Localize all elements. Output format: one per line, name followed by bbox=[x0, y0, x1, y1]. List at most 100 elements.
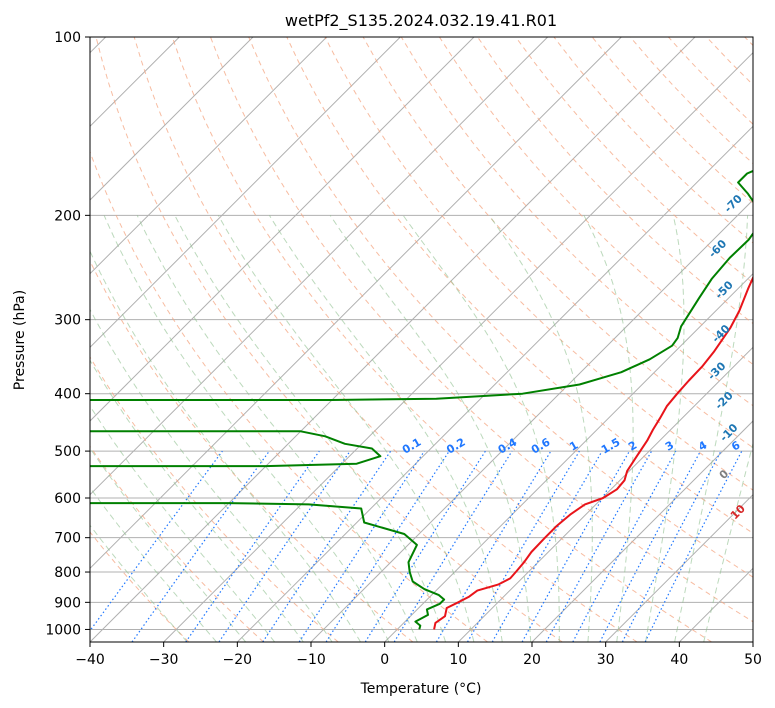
mixing-ratio-line bbox=[298, 450, 425, 642]
y-tick-label: 1000 bbox=[45, 622, 81, 638]
y-tick-label: 800 bbox=[54, 565, 81, 581]
y-tick-label: 400 bbox=[54, 387, 81, 403]
dry-adiabat bbox=[744, 37, 753, 47]
moist-adiabat bbox=[103, 215, 390, 642]
x-tick-label: 50 bbox=[744, 652, 762, 668]
isotherm-line bbox=[90, 37, 328, 275]
x-tick-label: 30 bbox=[597, 652, 615, 668]
isotherm-line bbox=[90, 37, 401, 349]
mixing-ratio-label: 8 bbox=[759, 439, 772, 454]
mixing-ratio-label: 1.5 bbox=[599, 436, 622, 457]
moist-adiabat-label: 30 bbox=[768, 558, 775, 578]
isotherm-line bbox=[236, 125, 753, 642]
plot-frame bbox=[89, 36, 754, 643]
mixing-ratio-line bbox=[644, 450, 743, 642]
mixing-ratio-line bbox=[325, 450, 450, 642]
mixing-ratio-layer bbox=[90, 450, 743, 642]
x-tick-label: 10 bbox=[449, 652, 467, 668]
isotherm-line bbox=[90, 37, 696, 642]
moist-adiabat bbox=[583, 215, 634, 642]
mixing-ratio-line bbox=[521, 450, 631, 642]
y-tick-label: 300 bbox=[54, 313, 81, 329]
mixing-ratio-line bbox=[599, 450, 702, 642]
mixing-ratio-line bbox=[262, 450, 392, 642]
y-tick-label: 200 bbox=[54, 208, 81, 224]
moist-adiabat bbox=[174, 215, 447, 642]
isotherm-line bbox=[457, 346, 753, 642]
mixing-ratio-label: 0.4 bbox=[496, 435, 520, 456]
mixing-ratio-line bbox=[185, 450, 320, 642]
mixing-ratio-line bbox=[218, 450, 351, 642]
y-axis-label: Pressure (hPa) bbox=[12, 290, 28, 390]
isotherm-line bbox=[752, 641, 753, 642]
temperature-profile-line bbox=[433, 275, 753, 630]
dry-adiabat bbox=[286, 37, 753, 534]
y-tick-label: 700 bbox=[54, 531, 81, 547]
y-tick-label: 900 bbox=[54, 595, 81, 611]
dry-adiabat bbox=[90, 531, 190, 642]
moist-adiabat bbox=[90, 486, 217, 642]
dry-adiabat bbox=[90, 150, 488, 642]
y-tick-label: 600 bbox=[54, 491, 81, 507]
moist-adiabat-label: 0 bbox=[717, 467, 732, 482]
moist-adiabat bbox=[268, 215, 503, 642]
x-axis: −40 −30 −20 −10 0 10 20 30 40 50 bbox=[75, 642, 762, 668]
line-label-layer: 0.10.20.40.611.52346810131620253036-100-… bbox=[400, 104, 775, 578]
dry-adiabat bbox=[90, 445, 264, 642]
dry-adiabat bbox=[133, 37, 638, 642]
mixing-ratio-line bbox=[131, 450, 270, 642]
y-axis: 100 200 300 400 500 600 700 800 900 1000 bbox=[45, 30, 90, 638]
dry-adiabat-label: -60 bbox=[706, 237, 729, 260]
dewpoint-profile-line bbox=[90, 169, 753, 630]
mixing-ratio-label: 0.6 bbox=[529, 435, 553, 456]
adiabat-layer bbox=[90, 37, 753, 642]
isotherm-line bbox=[90, 37, 254, 201]
mixing-ratio-line bbox=[364, 450, 486, 642]
dry-adiabat bbox=[90, 259, 414, 642]
mixing-ratio-line bbox=[572, 450, 677, 642]
isotherm-line bbox=[531, 420, 753, 642]
mixing-ratio-line bbox=[466, 450, 580, 642]
chart-title: wetPf2_S135.2024.032.19.41.R01 bbox=[285, 11, 557, 31]
x-axis-label: Temperature (°C) bbox=[360, 681, 482, 697]
dry-adiabat-label: -40 bbox=[709, 322, 732, 345]
moist-adiabat bbox=[136, 215, 418, 642]
mixing-ratio-line bbox=[545, 450, 653, 642]
grid-layer bbox=[90, 37, 753, 642]
moist-adiabat bbox=[90, 308, 333, 642]
dry-adiabat-label: -20 bbox=[713, 389, 736, 412]
x-tick-label: −40 bbox=[75, 652, 105, 668]
dry-adiabat-label: -90 bbox=[769, 104, 775, 127]
y-tick-label: 100 bbox=[54, 30, 81, 46]
isotherm-line bbox=[605, 493, 753, 642]
dry-adiabat bbox=[210, 37, 753, 623]
moist-adiabat bbox=[90, 250, 362, 642]
mixing-ratio-line bbox=[90, 450, 223, 632]
dry-adiabat bbox=[400, 37, 753, 407]
moist-adiabat-label: 20 bbox=[753, 529, 773, 549]
series-layer bbox=[90, 169, 753, 630]
moist-adiabat bbox=[90, 359, 304, 642]
x-tick-label: 0 bbox=[380, 652, 389, 668]
dry-adiabat-label: -50 bbox=[713, 278, 736, 301]
x-tick-label: −10 bbox=[296, 652, 326, 668]
x-tick-label: 20 bbox=[523, 652, 541, 668]
mixing-ratio-label: 0.1 bbox=[400, 436, 423, 457]
dry-adiabat-label: -80 bbox=[754, 148, 775, 171]
moist-adiabat bbox=[217, 215, 475, 642]
moist-adiabat bbox=[90, 405, 276, 642]
moist-adiabat bbox=[90, 524, 188, 642]
moist-adiabat bbox=[488, 215, 593, 642]
plot-area: 0.10.20.40.611.52346810131620253036-100-… bbox=[90, 37, 775, 642]
moist-adiabat bbox=[329, 215, 532, 642]
dry-adiabat bbox=[95, 37, 563, 642]
moist-adiabat bbox=[674, 215, 749, 642]
x-tick-label: −30 bbox=[149, 652, 179, 668]
moist-adiabat bbox=[645, 215, 685, 642]
isotherm-line bbox=[163, 51, 753, 642]
dry-adiabat bbox=[438, 37, 753, 366]
isotherm-line bbox=[90, 37, 622, 570]
dry-adiabat-label: -30 bbox=[705, 359, 728, 382]
dry-adiabat bbox=[515, 37, 753, 284]
